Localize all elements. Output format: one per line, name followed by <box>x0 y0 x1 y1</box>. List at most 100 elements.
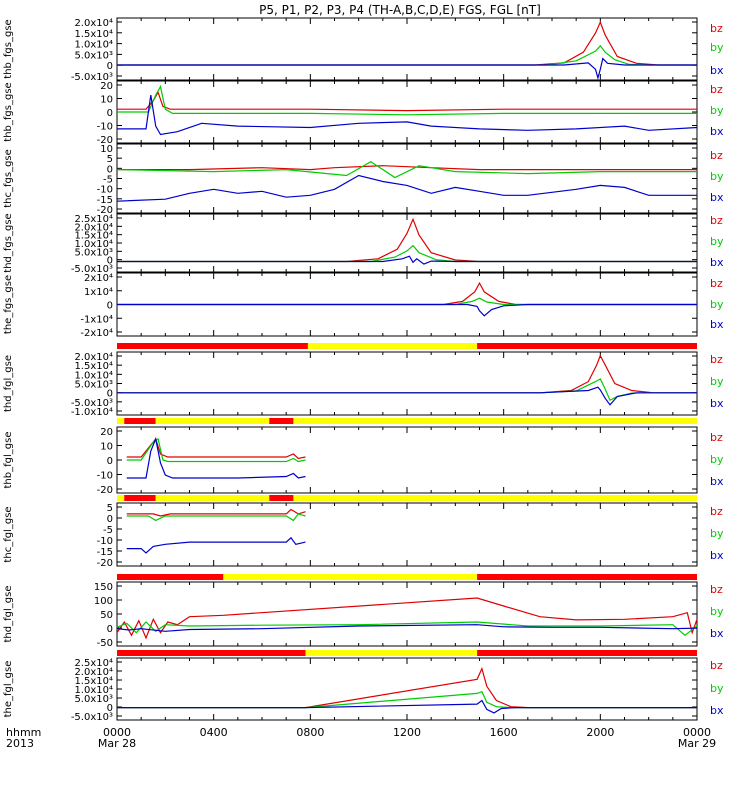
y-tick-label: -20 <box>97 485 113 496</box>
y-tick-label: 2.0x10⁴ <box>74 667 113 678</box>
x-tick-label: 1200 <box>393 726 421 739</box>
y-tick-label: -1x10⁴ <box>80 314 113 325</box>
y-tick-label: 2x10⁴ <box>84 273 113 284</box>
y-axis-label: thd_fgl_gse <box>3 355 14 412</box>
y-tick-label: -1.0x10⁴ <box>71 407 113 418</box>
time-axis-label-year: 2013 <box>6 737 34 750</box>
series-line-by <box>116 621 698 637</box>
legend-bz: bz <box>710 353 723 366</box>
series-line-bx <box>126 536 306 554</box>
y-tick-label: -20 <box>97 135 113 146</box>
y-axis-label: thd_fgl_gse <box>3 586 14 643</box>
y-tick-label: -10 <box>97 471 113 482</box>
mode-bar-segment <box>293 418 697 424</box>
legend-bz: bz <box>710 583 723 596</box>
x-tick-label: 2000 <box>586 726 614 739</box>
panel-frame <box>116 657 698 721</box>
y-tick-label: 2.0x10⁴ <box>74 18 113 29</box>
y-tick-label: 1x10⁴ <box>84 287 113 298</box>
series-line-bx <box>117 57 697 81</box>
y-tick-label: 0 <box>107 61 113 72</box>
panel-thc_fgl_gse: 50-5-10-15-20 thc_fgl_gse bz by bx <box>3 502 724 569</box>
y-tick-label: 5.0x10³ <box>74 50 113 61</box>
series-line-bx <box>117 699 697 714</box>
legend-bx: bx <box>710 191 724 204</box>
y-tick-label: 0 <box>107 164 113 175</box>
y-tick-label: 10 <box>100 95 113 106</box>
y-tick-label: 0 <box>107 456 113 467</box>
panel-the_fgl_gse: 2.5x10⁴2.0x10⁴1.5x10⁴1.0x10⁴5.0x10³0-5.0… <box>3 657 724 723</box>
y-tick-label: 50 <box>100 610 113 621</box>
plot-title: P5, P1, P2, P3, P4 (TH-A,B,C,D,E) FGS, F… <box>259 3 541 17</box>
y-tick-label: 5.0x10³ <box>74 380 113 391</box>
y-tick-label: 1.5x10⁴ <box>74 361 113 372</box>
y-tick-label: 0 <box>107 514 113 525</box>
y-tick-label: 5.0x10³ <box>74 247 113 258</box>
series-line-bz <box>117 281 697 306</box>
legend-bx: bx <box>710 704 724 717</box>
series-line-bx <box>117 303 697 317</box>
mode-bar <box>117 343 697 349</box>
series-line-bz <box>126 508 306 517</box>
end-date-label: Mar 29 <box>678 737 716 750</box>
series-line-by <box>126 513 306 522</box>
y-tick-label: 10 <box>100 144 113 155</box>
legend-by: by <box>710 527 724 540</box>
legend-bz: bz <box>710 149 723 162</box>
y-tick-label: 5 <box>107 503 113 514</box>
y-tick-label: 150 <box>94 582 113 593</box>
y-tick-label: 0 <box>107 703 113 714</box>
panel-thd_fgl_gse: 2.0x10⁴1.5x10⁴1.0x10⁴5.0x10³0-5.0x10³-1.… <box>3 351 724 418</box>
legend-bz: bz <box>710 659 723 672</box>
legend-by: by <box>710 682 724 695</box>
y-axis-label: thd_fgs_gse <box>3 213 14 272</box>
mode-bar-segment <box>223 574 478 580</box>
y-tick-label: 0 <box>107 108 113 119</box>
legend-by: by <box>710 104 724 117</box>
series-line-bz <box>117 666 697 709</box>
mode-bar-segment <box>155 418 270 424</box>
mode-bar-segment <box>477 650 697 656</box>
legend-bx: bx <box>710 549 724 562</box>
series-line-bx <box>116 174 697 202</box>
legend-bx: bx <box>710 475 724 488</box>
series-line-bx <box>126 436 306 479</box>
series-line-bz <box>116 597 698 640</box>
mode-bar <box>117 418 697 424</box>
series-line-by <box>117 244 697 263</box>
series-line-by <box>126 438 306 463</box>
y-tick-label: 0 <box>107 256 113 267</box>
y-axis-label: thb_fgl_gse <box>3 432 14 489</box>
mode-bar-segment <box>305 650 478 656</box>
mode-bar-segment <box>117 418 125 424</box>
legend-bx: bx <box>710 125 724 138</box>
legend-bx: bx <box>710 64 724 77</box>
x-tick-label: 0000 <box>103 726 131 739</box>
mode-bar-segment <box>117 574 224 580</box>
y-tick-label: -15 <box>97 547 113 558</box>
legend-bz: bz <box>710 214 723 227</box>
series-line-bz <box>117 354 697 394</box>
legend-bz: bz <box>710 277 723 290</box>
y-tick-label: -5 <box>103 525 113 536</box>
y-tick-label: -5.0x10³ <box>71 264 113 275</box>
y-tick-label: -10 <box>97 185 113 196</box>
y-axis-label: the_fgl_gse <box>3 661 14 718</box>
legend-bx: bx <box>710 627 724 640</box>
legend-bx: bx <box>710 318 724 331</box>
y-tick-label: 20 <box>100 427 113 438</box>
series-line-by <box>117 297 697 306</box>
x-tick-label: 0800 <box>296 726 324 739</box>
legend-by: by <box>710 298 724 311</box>
y-tick-label: 1.5x10⁴ <box>74 231 113 242</box>
y-tick-label: 100 <box>94 596 113 607</box>
y-tick-label: -10 <box>97 536 113 547</box>
y-tick-label: -15 <box>97 195 113 206</box>
y-tick-label: 1.5x10⁴ <box>74 676 113 687</box>
y-tick-label: -5.0x10³ <box>71 72 113 83</box>
mode-bar-segment <box>117 495 125 501</box>
y-axis-label: thb_fgs_gse <box>3 19 14 78</box>
mode-bar-segment <box>117 343 308 349</box>
y-tick-label: 5.0x10³ <box>74 694 113 705</box>
